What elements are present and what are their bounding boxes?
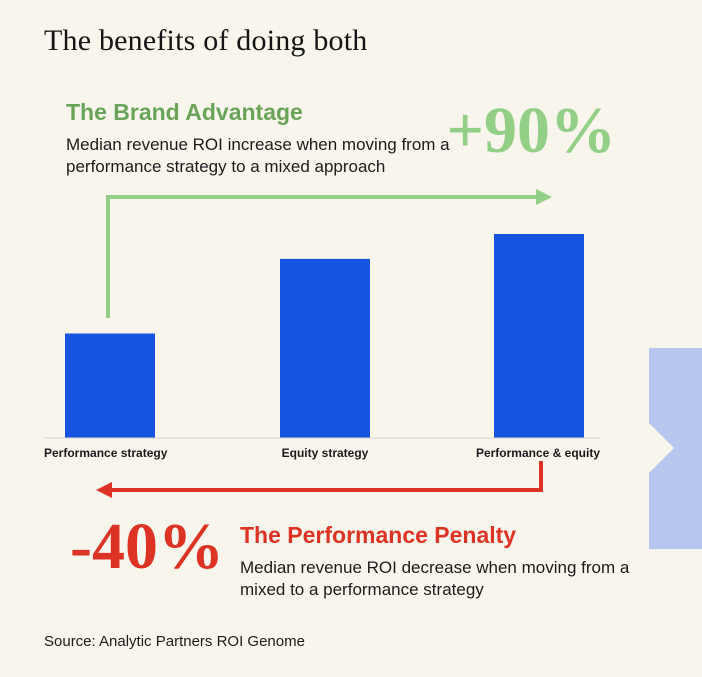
- bar-2: [280, 258, 370, 438]
- category-label: Equity strategy: [282, 446, 369, 460]
- page-title: The benefits of doing both: [44, 24, 368, 57]
- bar-1: [65, 333, 155, 438]
- brand-advantage-percent: +90%: [446, 94, 616, 167]
- source-note: Source: Analytic Partners ROI Genome: [44, 633, 305, 650]
- arrows-group: [96, 189, 552, 498]
- chevron-right-icon[interactable]: [649, 348, 702, 549]
- red-decrease-arrow: [110, 461, 543, 492]
- green-arrow-head: [536, 189, 552, 205]
- category-label: Performance strategy: [44, 446, 168, 460]
- red-arrow-head: [96, 482, 112, 498]
- category-labels-group: Performance strategy Equity strategy Perfo…: [44, 446, 600, 460]
- performance-penalty-heading: The Performance Penalty: [240, 522, 517, 548]
- brand-advantage-description: Median revenue ROI increase when moving …: [66, 135, 450, 176]
- brand-advantage-heading: The Brand Advantage: [66, 99, 303, 125]
- green-increase-arrow: [106, 195, 538, 318]
- performance-penalty-percent: -40%: [70, 510, 224, 583]
- bar-3: [494, 234, 584, 438]
- bars-group: [65, 234, 584, 438]
- performance-penalty-description: Median revenue ROI decrease when moving …: [240, 558, 630, 599]
- category-label: Performance & equity: [476, 446, 600, 460]
